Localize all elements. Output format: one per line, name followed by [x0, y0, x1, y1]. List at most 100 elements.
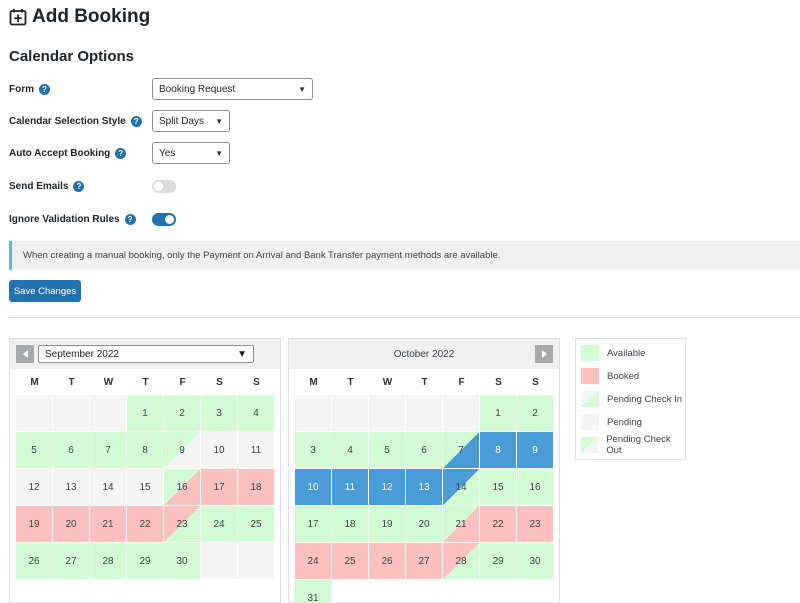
- calendar-day[interactable]: 17: [201, 469, 237, 505]
- calendar-day[interactable]: 6: [53, 432, 89, 468]
- calendar-day[interactable]: 3: [201, 395, 237, 431]
- calendar-day[interactable]: 20: [406, 506, 442, 542]
- calendar-day[interactable]: 14: [90, 469, 126, 505]
- day-number: 24: [213, 518, 225, 530]
- day-number: 27: [418, 555, 430, 567]
- ignore-validation-label: Ignore Validation Rules: [9, 213, 120, 225]
- calendar-day[interactable]: 13: [53, 469, 89, 505]
- calendar-day[interactable]: 1: [480, 395, 516, 431]
- calendar-day[interactable]: 25: [238, 506, 274, 542]
- calendar-day[interactable]: 26: [369, 543, 405, 579]
- calendar-header: September 2022 ▼: [10, 339, 280, 369]
- calendar-day[interactable]: 21: [443, 506, 479, 542]
- calendar-day[interactable]: 4: [332, 432, 368, 468]
- calendar-day[interactable]: 27: [406, 543, 442, 579]
- calendar-day[interactable]: 24: [295, 543, 331, 579]
- ignore-validation-toggle[interactable]: [152, 212, 176, 226]
- form-select[interactable]: Booking Request ▼: [152, 78, 313, 100]
- weekday-header: S: [253, 376, 260, 388]
- calendar-day[interactable]: 23: [517, 506, 553, 542]
- calendar-day[interactable]: 10: [201, 432, 237, 468]
- calendar-day[interactable]: 17: [295, 506, 331, 542]
- selection-style-label: Calendar Selection Style: [9, 115, 126, 127]
- day-number: 28: [102, 555, 114, 567]
- form-label-wrap: Calendar Selection Style ?: [9, 115, 152, 127]
- calendar-day[interactable]: 23: [164, 506, 200, 542]
- calendar-day[interactable]: 15: [480, 469, 516, 505]
- auto-accept-select[interactable]: Yes ▼: [152, 142, 230, 164]
- calendar-day[interactable]: 6: [406, 432, 442, 468]
- calendar-day[interactable]: 9: [164, 432, 200, 468]
- calendar-day[interactable]: 3: [295, 432, 331, 468]
- calendar-day[interactable]: 24: [201, 506, 237, 542]
- calendar-day[interactable]: 19: [369, 506, 405, 542]
- legend-item-pending: Pending: [581, 413, 642, 431]
- calendar-day[interactable]: 22: [127, 506, 163, 542]
- calendar-day[interactable]: 25: [332, 543, 368, 579]
- calendar-day[interactable]: 28: [90, 543, 126, 579]
- help-icon[interactable]: ?: [124, 213, 136, 225]
- calendar-october: October 2022 M T W T F S S 1 2 3 4 5 6 7 8 9 10 11 12 13 14 1…: [288, 338, 560, 603]
- selection-style-select[interactable]: Split Days ▼: [152, 110, 230, 132]
- day-number: 30: [176, 555, 188, 567]
- form-label-wrap: Send Emails ?: [9, 180, 152, 192]
- calendar-day[interactable]: 14: [443, 469, 479, 505]
- calendar-day[interactable]: 10: [295, 469, 331, 505]
- month-select[interactable]: September 2022 ▼: [38, 345, 254, 363]
- weekday-header: W: [103, 376, 114, 388]
- calendar-day[interactable]: 30: [517, 543, 553, 579]
- calendar-day[interactable]: 1: [127, 395, 163, 431]
- help-icon[interactable]: ?: [73, 180, 85, 192]
- calendar-day[interactable]: 19: [16, 506, 52, 542]
- calendar-day[interactable]: 7: [443, 432, 479, 468]
- day-number: 2: [179, 407, 185, 419]
- day-number: 20: [65, 518, 77, 530]
- calendar-day[interactable]: 12: [369, 469, 405, 505]
- calendar-day[interactable]: 18: [332, 506, 368, 542]
- calendar-day[interactable]: 22: [480, 506, 516, 542]
- form-select-value: Booking Request: [159, 83, 236, 95]
- help-icon[interactable]: ?: [130, 115, 142, 127]
- send-emails-toggle[interactable]: [152, 179, 176, 193]
- calendar-day[interactable]: 13: [406, 469, 442, 505]
- calendar-day[interactable]: 18: [238, 469, 274, 505]
- calendar-day[interactable]: 15: [127, 469, 163, 505]
- calendar-day[interactable]: 16: [517, 469, 553, 505]
- calendar-day[interactable]: 5: [369, 432, 405, 468]
- calendar-day[interactable]: 21: [90, 506, 126, 542]
- calendar-day[interactable]: 31: [295, 580, 331, 603]
- calendar-day[interactable]: 20: [53, 506, 89, 542]
- notice-text: When creating a manual booking, only the…: [23, 250, 501, 261]
- day-number: 24: [307, 555, 319, 567]
- day-number: 14: [455, 481, 467, 493]
- legend-label: Pending Check In: [607, 393, 682, 405]
- help-icon[interactable]: ?: [115, 147, 127, 159]
- prev-month-button[interactable]: [16, 345, 34, 363]
- calendar-day[interactable]: 12: [16, 469, 52, 505]
- calendar-day[interactable]: 26: [16, 543, 52, 579]
- calendar-day[interactable]: 11: [332, 469, 368, 505]
- calendar-day[interactable]: 8: [480, 432, 516, 468]
- calendar-day[interactable]: 5: [16, 432, 52, 468]
- day-number: 21: [455, 518, 467, 530]
- calendar-day[interactable]: 27: [53, 543, 89, 579]
- calendar-day[interactable]: 28: [443, 543, 479, 579]
- calendar-day[interactable]: 4: [238, 395, 274, 431]
- day-number: 27: [65, 555, 77, 567]
- next-month-button[interactable]: [535, 345, 553, 363]
- calendar-day[interactable]: 2: [164, 395, 200, 431]
- calendar-day[interactable]: 7: [90, 432, 126, 468]
- save-changes-button[interactable]: Save Changes: [9, 280, 81, 302]
- calendar-day[interactable]: 8: [127, 432, 163, 468]
- help-icon[interactable]: ?: [39, 83, 50, 95]
- calendar-day[interactable]: 2: [517, 395, 553, 431]
- calendar-day[interactable]: 16: [164, 469, 200, 505]
- chevron-down-icon: ▼: [215, 116, 223, 126]
- weekday-header: T: [68, 376, 75, 388]
- calendar-day[interactable]: 30: [164, 543, 200, 579]
- calendar-day[interactable]: 9: [517, 432, 553, 468]
- calendar-day[interactable]: 29: [480, 543, 516, 579]
- calendar-empty-cell: [16, 395, 52, 431]
- calendar-day[interactable]: 11: [238, 432, 274, 468]
- calendar-day[interactable]: 29: [127, 543, 163, 579]
